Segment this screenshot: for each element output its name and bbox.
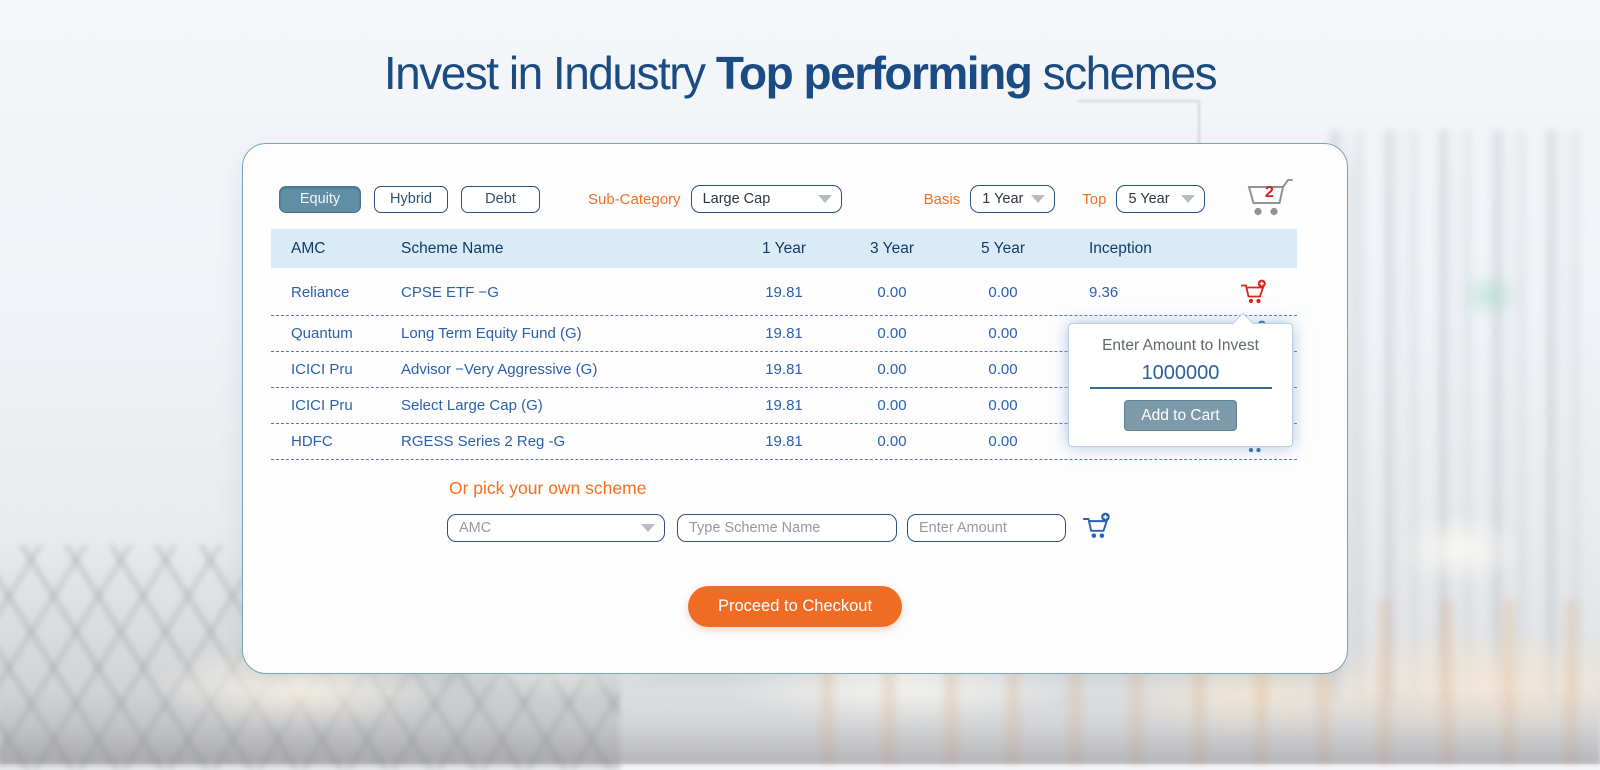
3year-cell: 0.00 — [877, 284, 907, 301]
1year-cell: 19.81 — [765, 361, 803, 378]
col-3year: 3 Year — [870, 239, 914, 257]
add-to-cart-button[interactable]: Add to Cart — [1124, 400, 1237, 431]
proceed-to-checkout-button[interactable]: Proceed to Checkout — [688, 586, 902, 627]
add-to-cart-icon[interactable] — [1239, 279, 1267, 306]
filter-controls: Equity Hybrid Debt Sub-Category Large Ca… — [279, 179, 1317, 216]
tab-equity[interactable]: Equity — [279, 185, 361, 213]
amc-cell: ICICI Pru — [291, 397, 353, 414]
col-scheme: Scheme Name — [401, 239, 504, 257]
schemes-table: AMC Scheme Name 1 Year 3 Year 5 Year Inc… — [271, 229, 1297, 460]
background-industrial-tower — [1330, 130, 1580, 700]
5year-cell: 0.00 — [988, 361, 1018, 378]
1year-cell: 19.81 — [765, 284, 803, 301]
amc-cell: HDFC — [291, 433, 333, 450]
popup-title: Enter Amount to Invest — [1102, 337, 1259, 354]
5year-cell: 0.00 — [988, 284, 1018, 301]
page-title: Invest in Industry Top performing scheme… — [383, 47, 1218, 99]
col-5year: 5 Year — [981, 239, 1025, 257]
enter-amount-input[interactable] — [907, 514, 1066, 542]
scheme-cell: Select Large Cap (G) — [401, 397, 543, 414]
scheme-cell: CPSE ETF −G — [401, 284, 499, 301]
shopping-cart-icon[interactable]: 2 — [1243, 177, 1295, 221]
cart-count-badge: 2 — [1264, 184, 1274, 201]
table-row: HDFC RGESS Series 2 Reg -G 19.81 0.00 0.… — [271, 424, 1297, 460]
subcategory-dropdown[interactable]: Large Cap — [690, 185, 842, 213]
scheme-name-input[interactable] — [677, 514, 897, 542]
amount-input[interactable] — [1089, 361, 1272, 389]
scheme-cell: Long Term Equity Fund (G) — [401, 325, 582, 342]
subcategory-label: Sub-Category — [588, 190, 681, 208]
5year-cell: 0.00 — [988, 325, 1018, 342]
table-row: ICICI Pru Advisor −Very Aggressive (G) 1… — [271, 352, 1297, 388]
tab-debt[interactable]: Debt — [461, 185, 540, 213]
chevron-down-icon — [1031, 195, 1046, 203]
basis-label: Basis — [923, 190, 961, 208]
tab-hybrid[interactable]: Hybrid — [374, 185, 448, 213]
amc-dropdown[interactable]: AMC — [447, 514, 665, 542]
1year-cell: 19.81 — [765, 433, 803, 450]
col-inception: Inception — [1089, 239, 1152, 257]
chevron-down-icon — [817, 195, 832, 203]
table-row: ICICI Pru Select Large Cap (G) 19.81 0.0… — [271, 388, 1297, 424]
pick-scheme-row: AMC — [243, 512, 1347, 542]
chevron-down-icon — [1181, 195, 1196, 203]
scheme-cell: Advisor −Very Aggressive (G) — [401, 361, 598, 378]
background-shade — [0, 692, 1600, 764]
3year-cell: 0.00 — [877, 325, 907, 342]
scheme-cell: RGESS Series 2 Reg -G — [401, 433, 566, 450]
3year-cell: 0.00 — [877, 433, 907, 450]
3year-cell: 0.00 — [877, 397, 907, 414]
5year-cell: 0.00 — [988, 397, 1018, 414]
amount-popup: Enter Amount to Invest Add to Cart — [1068, 312, 1293, 447]
top-dropdown[interactable]: 5 Year — [1116, 185, 1206, 213]
1year-cell: 19.81 — [765, 325, 803, 342]
table-header: AMC Scheme Name 1 Year 3 Year 5 Year Inc… — [271, 229, 1297, 268]
cart-glyph — [1248, 179, 1293, 216]
inception-cell: 9.36 — [1089, 284, 1119, 301]
basis-value: 1 Year — [982, 191, 1024, 207]
table-row: Reliance CPSE ETF −G 19.81 0.00 0.00 9.3… — [271, 268, 1297, 316]
basis-dropdown[interactable]: 1 Year — [970, 185, 1056, 213]
5year-cell: 0.00 — [988, 433, 1018, 450]
amc-cell: Reliance — [291, 284, 350, 301]
1year-cell: 19.81 — [765, 397, 803, 414]
amc-dropdown-value: AMC — [459, 520, 492, 536]
amc-cell: Quantum — [291, 325, 353, 342]
3year-cell: 0.00 — [877, 361, 907, 378]
chevron-down-icon — [641, 524, 655, 532]
col-amc: AMC — [291, 239, 326, 257]
amc-cell: ICICI Pru — [291, 361, 353, 378]
top-label: Top — [1082, 190, 1107, 208]
top-value: 5 Year — [1128, 191, 1170, 207]
subcategory-value: Large Cap — [702, 191, 771, 207]
add-to-cart-icon[interactable] — [1081, 512, 1111, 546]
schemes-card: Equity Hybrid Debt Sub-Category Large Ca… — [242, 143, 1348, 674]
pick-scheme-heading: Or pick your own scheme — [449, 478, 647, 498]
col-1year: 1 Year — [762, 239, 806, 257]
table-row: Quantum Long Term Equity Fund (G) 19.81 … — [271, 316, 1297, 352]
